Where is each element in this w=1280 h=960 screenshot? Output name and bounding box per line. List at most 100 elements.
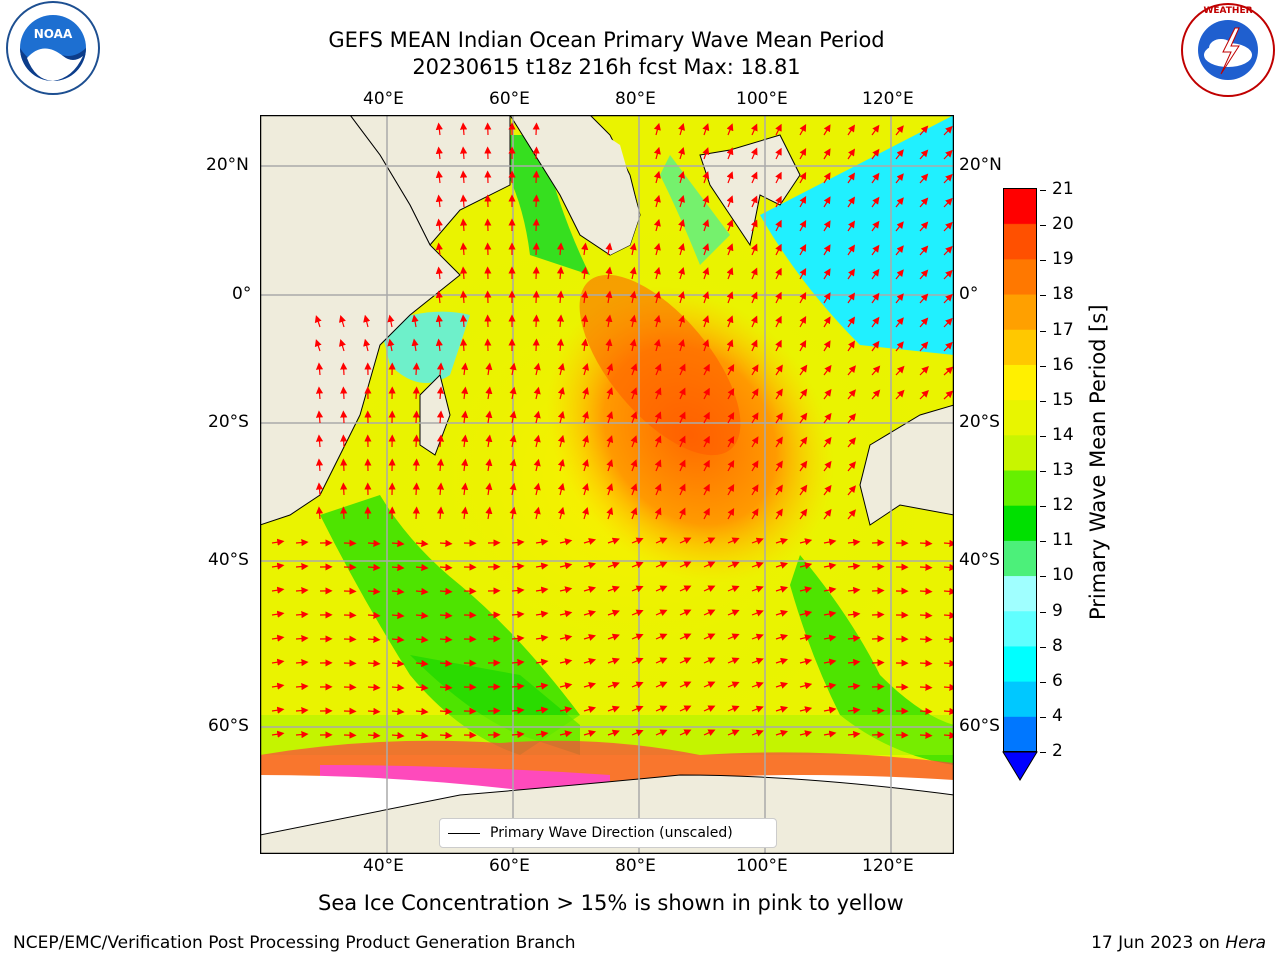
colorbar-tick-mark [1040,752,1046,753]
wave-arrow [703,435,710,448]
wave-arrow [631,585,644,593]
wave-arrow [582,506,590,520]
wave-arrow [679,705,692,712]
lon-tick-top-100e: 100°E [736,89,788,109]
colorbar-band [1003,470,1037,506]
lon-tick-bottom-60e: 60°E [489,856,530,876]
wave-arrow [533,458,541,472]
colorbar-band [1003,399,1037,436]
wave-arrow [607,729,620,737]
lon-tick-bottom-120e: 120°E [862,856,914,876]
wave-arrow [606,411,614,424]
wave-arrow [436,434,445,448]
wave-arrow [654,363,662,376]
wave-arrow [435,146,443,160]
wave-arrow [751,561,764,569]
wave-arrow [919,125,929,136]
wave-arrow [775,436,783,448]
wave-arrow [630,411,638,424]
wave-arrow [799,706,813,714]
wave-arrow [703,585,716,592]
wave-arrow [919,683,933,691]
wave-arrow [485,434,493,448]
colorbar-band [1003,540,1037,577]
colorbar-tick-label: 13 [1052,460,1074,480]
wave-arrow [606,387,614,400]
colorbar-band [1003,434,1037,471]
wave-arrow [943,587,954,596]
wave-arrow [799,267,807,280]
wave-arrow [367,659,381,667]
wave-arrow [847,485,856,496]
wave-arrow [581,242,589,256]
wave-arrow [799,538,813,546]
wave-arrow [799,243,807,256]
wave-arrow [340,410,348,424]
lon-tick-bottom-100e: 100°E [736,856,788,876]
wave-arrow [629,242,637,256]
wave-arrow [703,729,716,736]
wave-arrow [775,585,789,593]
wave-arrow [702,147,710,160]
wave-arrow [415,635,429,644]
wave-arrow [895,317,904,328]
colorbar-tick-label: 6 [1052,670,1063,691]
wave-arrow [678,266,686,280]
colorbar-tick-mark [1040,681,1046,683]
wave-arrow [556,338,565,352]
wave-arrow [533,506,541,520]
wave-arrow [727,729,740,737]
colorbar-tick-mark [1040,295,1046,297]
wave-arrow [607,537,620,545]
wave-arrow [556,314,565,328]
wave-arrow [751,412,759,424]
land-india [590,125,640,255]
wave-arrow [583,729,597,737]
wave-arrow [655,633,668,641]
wave-arrow [823,634,837,642]
wave-arrow [653,146,661,160]
wave-arrow [919,149,929,160]
colorbar-tick-label: 17 [1052,319,1074,340]
wave-arrow [823,412,832,424]
wave-arrow [606,483,614,496]
wave-arrow [943,390,954,400]
wave-arrow [919,221,929,232]
wave-arrow [847,172,855,184]
wave-arrow [823,220,831,232]
wave-arrow [895,389,905,400]
wave-arrow [847,365,856,376]
wave-arrow [412,362,420,376]
colorbar-band [1003,645,1037,682]
colorbar-tick-label: 4 [1052,705,1063,726]
wave-arrow [871,196,880,208]
lon-tick-bottom-40e: 40°E [363,856,404,876]
wave-arrow [727,411,735,424]
wave-arrow [919,245,929,256]
legend-line-sample [448,832,480,834]
wave-arrow [533,410,541,424]
wave-arrow [655,537,668,545]
colorbar-band [1003,575,1037,612]
wave-arrow [678,146,686,160]
wave-arrow [919,293,929,304]
colorbar-band [1003,294,1037,330]
wave-arrow [607,681,620,689]
wave-arrow [823,460,832,472]
wave-arrow [367,539,381,547]
wave-arrow [439,587,453,595]
wave-arrow [895,293,904,304]
wave-arrow [340,458,348,472]
wave-arrow [775,364,783,376]
wave-arrow [459,122,468,136]
wave-arrow [559,538,573,546]
wave-arrow [435,194,443,208]
wave-arrow [799,682,813,690]
wave-arrow [461,386,469,400]
wave-arrow [535,730,549,738]
wave-arrow [823,484,832,496]
wave-arrow [847,437,856,448]
wave-arrow [271,658,285,666]
wave-arrow [943,611,954,620]
wave-arrow [823,538,837,546]
